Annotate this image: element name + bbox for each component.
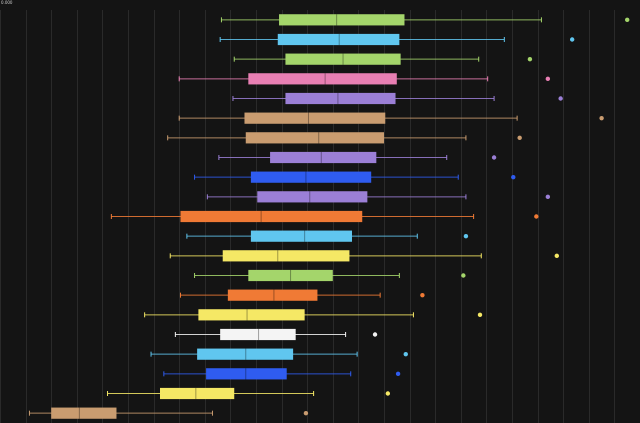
iqr-box (222, 250, 350, 262)
box-9 (194, 171, 516, 183)
box-12 (186, 230, 469, 242)
iqr-box (180, 210, 363, 223)
outlier-point (625, 17, 630, 23)
outlier-point (461, 273, 466, 278)
outlier-point (545, 76, 551, 82)
iqr-box (250, 230, 352, 242)
box-5 (232, 92, 563, 105)
outlier-point (385, 391, 391, 396)
outlier-point (463, 233, 469, 239)
outlier-point (517, 135, 522, 141)
box-18 (150, 348, 408, 360)
box-1 (220, 14, 630, 26)
box-6 (178, 112, 604, 124)
box-15 (179, 289, 425, 301)
box-3 (233, 53, 533, 65)
iqr-box (257, 191, 368, 203)
outlier-point (527, 56, 533, 62)
box-19 (163, 368, 401, 380)
outlier-point (395, 371, 401, 377)
box-7 (167, 132, 522, 144)
outlier-point (534, 214, 539, 219)
iqr-box (160, 387, 235, 400)
outlier-point (558, 96, 563, 101)
box-series (28, 14, 630, 419)
box-10 (206, 191, 551, 203)
outlier-point (403, 351, 408, 357)
iqr-box (197, 348, 294, 360)
box-11 (110, 210, 539, 223)
outlier-point (491, 155, 497, 160)
outlier-point (554, 253, 559, 259)
box-2 (219, 33, 575, 46)
outlier-point (569, 37, 575, 42)
box-13 (169, 250, 559, 262)
iqr-box (51, 407, 117, 419)
outlier-point (303, 410, 309, 416)
iqr-box (250, 171, 372, 183)
iqr-box (285, 92, 396, 105)
iqr-box (206, 368, 287, 380)
iqr-box (277, 33, 400, 46)
outlier-point (477, 312, 483, 318)
iqr-box (270, 151, 377, 164)
box-20 (107, 387, 391, 400)
box-8 (218, 151, 497, 164)
iqr-box (198, 309, 305, 321)
iqr-box (244, 112, 386, 124)
outlier-point (545, 194, 551, 200)
iqr-box (285, 53, 401, 65)
iqr-box (220, 328, 296, 341)
box-14 (194, 269, 466, 282)
box-4 (178, 73, 551, 85)
iqr-box (248, 73, 397, 85)
corner-label: 0.000 (1, 0, 13, 5)
box-16 (144, 309, 483, 321)
outlier-point (372, 332, 378, 337)
box-21 (28, 407, 309, 419)
outlier-point (420, 292, 425, 298)
outlier-point (511, 174, 516, 180)
outlier-point (599, 115, 604, 121)
iqr-box (248, 269, 333, 282)
iqr-box (227, 289, 318, 301)
box-17 (174, 328, 378, 341)
iqr-box (279, 14, 405, 26)
iqr-box (245, 132, 384, 144)
